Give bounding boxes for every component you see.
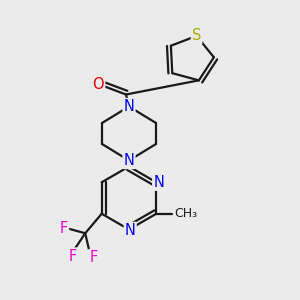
Text: N: N	[153, 175, 164, 190]
Text: N: N	[124, 153, 134, 168]
Text: CH₃: CH₃	[174, 207, 197, 220]
Text: F: F	[68, 248, 76, 263]
Text: F: F	[89, 250, 98, 265]
Text: N: N	[124, 99, 134, 114]
Text: F: F	[60, 221, 68, 236]
Text: N: N	[125, 223, 136, 238]
Text: S: S	[192, 28, 201, 44]
Text: O: O	[93, 77, 104, 92]
